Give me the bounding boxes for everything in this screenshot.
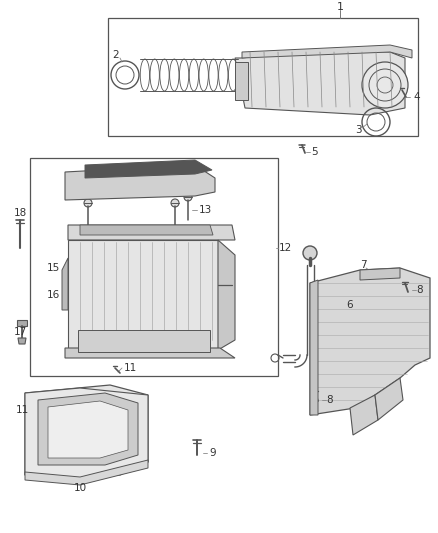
Polygon shape xyxy=(65,165,215,200)
Text: 8: 8 xyxy=(327,395,333,405)
Polygon shape xyxy=(310,280,318,415)
Text: 2: 2 xyxy=(113,50,119,60)
Polygon shape xyxy=(375,378,403,420)
Polygon shape xyxy=(80,225,213,235)
Polygon shape xyxy=(25,385,148,475)
Text: 11: 11 xyxy=(124,363,137,373)
Polygon shape xyxy=(78,330,210,352)
Circle shape xyxy=(84,199,92,207)
Polygon shape xyxy=(68,240,218,350)
Circle shape xyxy=(213,280,223,290)
Text: 9: 9 xyxy=(210,448,216,458)
Circle shape xyxy=(67,290,77,300)
Polygon shape xyxy=(85,160,212,178)
Polygon shape xyxy=(62,258,68,310)
Text: 11: 11 xyxy=(15,405,28,415)
Polygon shape xyxy=(38,393,138,465)
Polygon shape xyxy=(25,460,148,485)
Text: 14: 14 xyxy=(131,167,145,177)
Circle shape xyxy=(303,246,317,260)
Polygon shape xyxy=(350,395,378,435)
Polygon shape xyxy=(235,62,248,100)
Text: 10: 10 xyxy=(74,483,87,493)
Text: 16: 16 xyxy=(47,290,60,300)
Polygon shape xyxy=(48,401,128,458)
Circle shape xyxy=(171,199,179,207)
Text: 1: 1 xyxy=(336,2,343,12)
Polygon shape xyxy=(25,388,148,480)
Polygon shape xyxy=(17,320,27,326)
Polygon shape xyxy=(310,268,430,415)
Polygon shape xyxy=(65,348,235,358)
Polygon shape xyxy=(235,50,405,115)
Polygon shape xyxy=(18,338,26,344)
Text: 6: 6 xyxy=(347,300,353,310)
Text: 12: 12 xyxy=(279,243,292,253)
Text: 17: 17 xyxy=(14,327,27,337)
Polygon shape xyxy=(360,268,400,280)
Polygon shape xyxy=(218,240,235,350)
Bar xyxy=(30,158,278,376)
Text: 18: 18 xyxy=(14,208,27,218)
Text: 15: 15 xyxy=(47,263,60,273)
Circle shape xyxy=(66,262,78,274)
Bar xyxy=(108,18,418,136)
Text: 13: 13 xyxy=(198,205,212,215)
Text: 8: 8 xyxy=(417,285,423,295)
Text: 3: 3 xyxy=(355,125,361,135)
Text: 4: 4 xyxy=(413,92,420,102)
Text: 5: 5 xyxy=(312,147,318,157)
Polygon shape xyxy=(242,45,412,58)
Text: 7: 7 xyxy=(360,260,366,270)
Polygon shape xyxy=(68,225,235,240)
Circle shape xyxy=(184,193,192,201)
Circle shape xyxy=(362,62,408,108)
